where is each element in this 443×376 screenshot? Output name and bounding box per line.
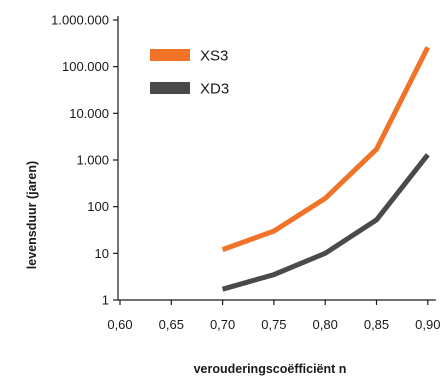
x-tick-label: 0,65	[159, 317, 184, 332]
y-tick-label: 100.000	[62, 59, 109, 74]
series-line-xs3	[221, 46, 431, 252]
y-tick-label: 10.000	[69, 106, 109, 121]
x-tick-label: 0,85	[364, 317, 389, 332]
series-layer	[221, 46, 431, 292]
x-tick-label: 0,75	[261, 317, 286, 332]
y-axis-title: levensduur (jaren)	[25, 161, 39, 269]
legend-label-xd3: XD3	[200, 81, 229, 98]
x-tick-label: 0,90	[415, 317, 440, 332]
x-axis-title: verouderingscoëfficiënt n	[194, 362, 347, 376]
legend: XS3 XD3	[150, 48, 229, 98]
legend-label-xs3: XS3	[200, 48, 228, 65]
legend-swatch-xd3	[150, 82, 190, 94]
x-tick-label: 0,70	[210, 317, 235, 332]
y-tick-label: 1.000.000	[51, 13, 109, 28]
x-tick-label: 0,80	[313, 317, 338, 332]
x-tick-label: 0,60	[107, 317, 132, 332]
series-line-xd3	[221, 153, 430, 292]
axes: 1 10 100 1.000 10.000 100.000 1.000.000 0,60 0,6…	[51, 13, 440, 333]
y-tick-label: 10	[95, 246, 109, 261]
y-tick-label: 1	[102, 293, 109, 308]
y-tick-label: 100	[87, 199, 109, 214]
y-tick-label: 1.000	[76, 153, 109, 168]
legend-swatch-xs3	[150, 49, 190, 61]
